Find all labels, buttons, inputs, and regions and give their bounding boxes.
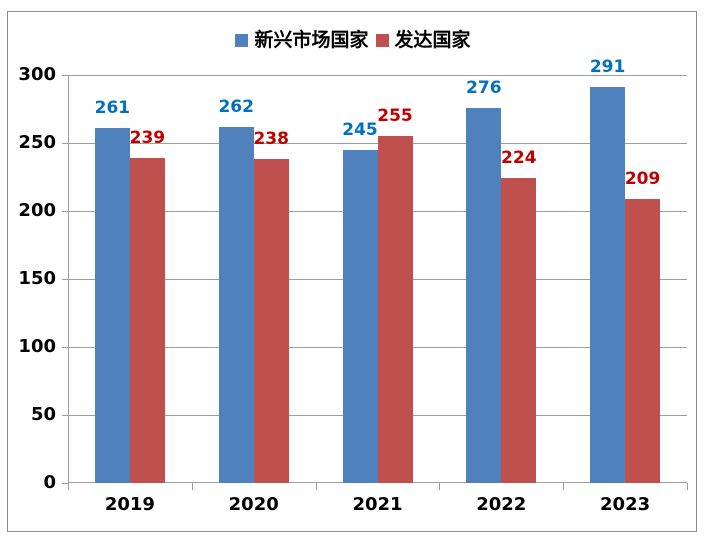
bar-series2 xyxy=(253,159,289,483)
y-axis-line xyxy=(68,75,69,483)
bar-series1 xyxy=(94,128,130,483)
y-axis-tick-mark xyxy=(62,211,68,212)
y-tick-label: 100 xyxy=(18,336,56,357)
bar-series2 xyxy=(377,136,413,483)
x-tick-label: 2020 xyxy=(228,494,279,515)
y-tick-label: 50 xyxy=(30,404,56,425)
legend-item-series1: 新兴市场国家 xyxy=(235,29,369,52)
y-tick-label: 150 xyxy=(18,268,56,289)
plot-area: 0 50 100 150 200 250 300 2019 261 239 2020 262 238 20… xyxy=(18,59,688,515)
bar-value-label: 238 xyxy=(253,129,289,150)
bar-series2 xyxy=(129,157,165,483)
y-axis-tick-mark xyxy=(62,483,68,484)
bar-value-label: 255 xyxy=(377,106,413,127)
y-axis-tick-mark xyxy=(62,347,68,348)
x-axis-tick-mark xyxy=(68,483,69,490)
legend: 新兴市场国家 发达国家 xyxy=(0,29,706,52)
x-axis-tick-mark xyxy=(439,483,441,490)
y-tick-label: 200 xyxy=(18,200,56,221)
x-tick-label: 2019 xyxy=(104,494,155,515)
legend-label-series2: 发达国家 xyxy=(394,29,471,51)
legend-label-series1: 新兴市场国家 xyxy=(254,29,369,51)
x-axis-tick-mark xyxy=(563,483,565,490)
bar-series1 xyxy=(342,149,378,483)
bar-series1 xyxy=(590,87,626,483)
chart-outer-border xyxy=(7,11,697,532)
y-axis-tick-mark xyxy=(62,279,68,280)
bar-value-label: 291 xyxy=(589,57,626,78)
x-tick-label: 2023 xyxy=(600,494,651,515)
bar-series1 xyxy=(218,126,254,483)
x-axis-tick-mark xyxy=(191,483,193,490)
bar-value-label: 245 xyxy=(342,119,378,140)
x-tick-label: 2021 xyxy=(352,494,403,515)
y-tick-label: 0 xyxy=(43,472,56,493)
legend-swatch-series1-icon xyxy=(235,34,249,47)
x-tick-label: 2022 xyxy=(476,494,527,515)
x-axis-tick-mark xyxy=(315,483,317,490)
gridline xyxy=(68,75,687,76)
bar-series1 xyxy=(466,107,502,483)
bar-value-label: 262 xyxy=(218,96,254,117)
y-tick-label: 250 xyxy=(18,132,56,153)
bar-value-label: 239 xyxy=(129,127,166,148)
y-axis-tick-mark xyxy=(62,415,68,416)
bar-series2 xyxy=(625,198,661,483)
bar-value-label: 261 xyxy=(94,98,131,119)
bar-value-label: 276 xyxy=(466,77,502,98)
bar-value-label: 224 xyxy=(501,148,537,169)
y-tick-label: 300 xyxy=(18,64,56,85)
y-axis-tick-mark xyxy=(62,143,68,144)
legend-swatch-series2-icon xyxy=(375,34,389,47)
bar-value-label: 209 xyxy=(624,168,661,189)
bar-series2 xyxy=(501,178,537,483)
x-axis-tick-mark xyxy=(687,483,688,490)
y-axis-tick-mark xyxy=(62,75,68,76)
legend-item-series2: 发达国家 xyxy=(375,29,471,52)
